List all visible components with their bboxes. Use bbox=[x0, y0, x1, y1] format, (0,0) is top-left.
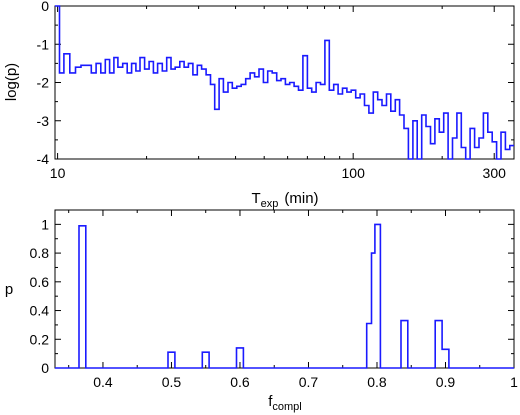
y-tick-label: 1 bbox=[41, 216, 49, 232]
top-plot-frame bbox=[54, 5, 515, 160]
top-ylabel: log(p) bbox=[3, 63, 20, 101]
y-tick-label: -3 bbox=[37, 113, 50, 129]
y-tick-label: -1 bbox=[37, 36, 50, 52]
top-chart: 10 100 300 0 -1 -2 -3 -4 log(p) Texp (min) bbox=[3, 0, 515, 210]
x-tick-label: 0.4 bbox=[93, 374, 113, 390]
x-tick-label: 100 bbox=[342, 165, 366, 181]
y-tick-label: -4 bbox=[37, 151, 50, 167]
y-tick-label: 0 bbox=[41, 0, 49, 14]
bottom-xlabel-sub: compl bbox=[272, 401, 301, 413]
x-tick-label: 1 bbox=[510, 374, 518, 390]
x-tick-label: 0.9 bbox=[436, 374, 456, 390]
y-tick-label: 0 bbox=[41, 360, 49, 376]
x-tick-label: 0.5 bbox=[162, 374, 182, 390]
bottom-chart: 0.4 0.5 0.6 0.7 0.8 0.9 1 0 0.2 0.4 0.6 0.8 1 p fcom… bbox=[5, 209, 518, 413]
x-tick-label: 300 bbox=[483, 165, 507, 181]
y-tick-label: 0.2 bbox=[30, 331, 50, 347]
top-xlabel-main: T bbox=[251, 190, 260, 207]
bottom-xlabel: fcompl bbox=[268, 393, 302, 413]
y-tick-label: 0.6 bbox=[30, 274, 50, 290]
bottom-ylabel: p bbox=[5, 281, 13, 298]
x-tick-label: 10 bbox=[50, 165, 66, 181]
x-tick-label: 0.6 bbox=[230, 374, 250, 390]
top-axes: 10 100 300 0 -1 -2 -3 -4 bbox=[37, 0, 514, 181]
bottom-xlabel-main: f bbox=[268, 393, 273, 410]
y-tick-label: 0.4 bbox=[30, 303, 50, 319]
bottom-histogram-line bbox=[55, 223, 514, 369]
top-xlabel: Texp (min) bbox=[251, 190, 318, 210]
x-tick-label: 0.7 bbox=[299, 374, 319, 390]
top-histogram-line bbox=[55, 5, 514, 160]
bottom-plot-frame bbox=[54, 209, 515, 369]
top-xlabel-sub: exp bbox=[261, 198, 279, 210]
top-xlabel-unit: (min) bbox=[284, 190, 318, 207]
bottom-axes: 0.4 0.5 0.6 0.7 0.8 0.9 1 0 0.2 0.4 0.6 0.8 1 bbox=[30, 210, 518, 390]
y-tick-label: 0.8 bbox=[30, 245, 50, 261]
y-tick-label: -2 bbox=[37, 75, 50, 91]
x-tick-label: 0.8 bbox=[367, 374, 387, 390]
